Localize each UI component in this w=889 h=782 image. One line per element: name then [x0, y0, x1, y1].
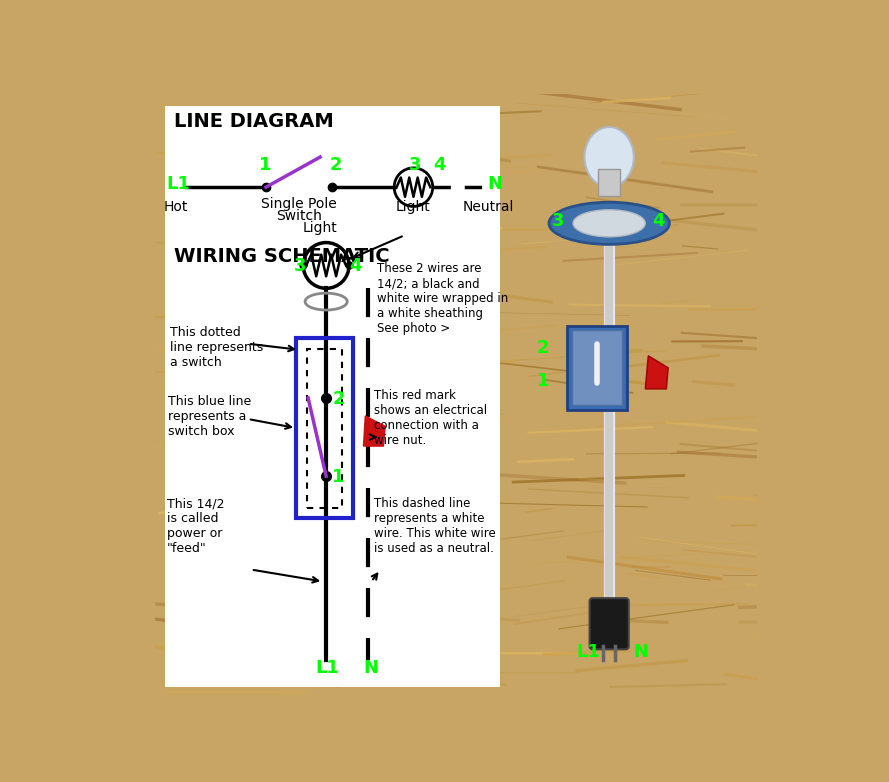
Text: 3: 3	[294, 257, 307, 275]
Bar	[296, 338, 353, 518]
Bar	[598, 169, 620, 196]
Text: Light: Light	[396, 200, 431, 214]
Bar	[572, 331, 622, 405]
Text: This 14/2
is called
power or
"feed": This 14/2 is called power or "feed"	[166, 497, 224, 555]
Ellipse shape	[584, 127, 634, 187]
Ellipse shape	[573, 210, 645, 237]
Text: WIRING SCHEMATIC: WIRING SCHEMATIC	[174, 247, 390, 267]
Text: Neutral: Neutral	[463, 200, 515, 214]
Text: Hot: Hot	[164, 200, 188, 214]
Text: N: N	[487, 174, 502, 192]
Text: These 2 wires are
14/2; a black and
white wire wrapped in
a white sheathing
See : These 2 wires are 14/2; a black and whit…	[377, 263, 509, 335]
Bar	[567, 325, 628, 410]
Text: 4: 4	[433, 156, 445, 174]
Text: Single Pole: Single Pole	[261, 197, 337, 211]
Text: 4: 4	[653, 212, 665, 231]
Text: LINE DIAGRAM: LINE DIAGRAM	[174, 112, 334, 131]
Bar	[165, 106, 500, 687]
FancyBboxPatch shape	[589, 598, 629, 649]
Text: 3: 3	[552, 212, 565, 231]
Text: L1: L1	[576, 643, 600, 661]
Polygon shape	[645, 356, 669, 389]
Text: This dashed line
represents a white
wire. This white wire
is used as a neutral.: This dashed line represents a white wire…	[374, 497, 496, 555]
Ellipse shape	[549, 203, 669, 244]
Text: L1: L1	[166, 174, 190, 192]
Text: Switch: Switch	[276, 210, 322, 224]
Bar	[307, 349, 342, 508]
Text: 2: 2	[537, 339, 549, 357]
Text: 2: 2	[329, 156, 341, 174]
Polygon shape	[364, 416, 385, 446]
Text: 1: 1	[259, 156, 271, 174]
Text: 1: 1	[537, 372, 549, 390]
Text: This blue line
represents a
switch box: This blue line represents a switch box	[168, 395, 251, 438]
Text: This red mark
shows an electrical
connection with a
wire nut.: This red mark shows an electrical connec…	[374, 389, 487, 447]
Text: Light: Light	[303, 221, 338, 235]
Text: 1: 1	[332, 468, 345, 486]
Text: This dotted
line represents
a switch: This dotted line represents a switch	[170, 325, 263, 368]
Text: L1: L1	[316, 659, 340, 677]
Text: N: N	[633, 643, 648, 661]
Text: 4: 4	[349, 257, 362, 275]
Text: N: N	[364, 659, 379, 677]
Text: 2: 2	[332, 390, 345, 408]
Text: 3: 3	[409, 156, 421, 174]
